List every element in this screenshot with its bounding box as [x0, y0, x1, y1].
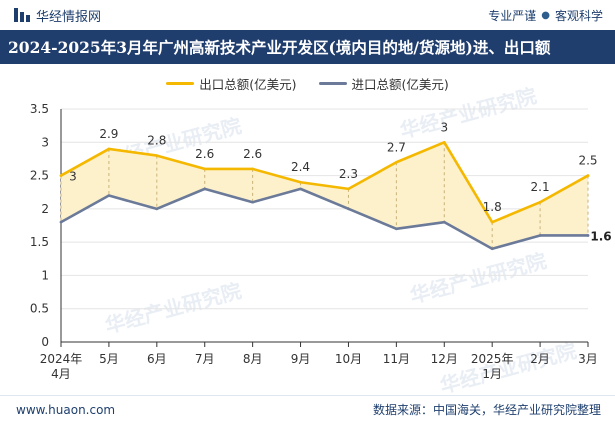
x-tick-label: 12月	[431, 352, 458, 366]
slogan: 专业严谨 ● 客观科学	[488, 7, 603, 24]
import-data-label: 1.6	[590, 229, 611, 243]
y-tick-label: 2.5	[30, 169, 49, 183]
y-tick-label: 1	[41, 268, 49, 282]
brand: 华经情报网	[14, 6, 101, 25]
export-data-label: 2.8	[147, 134, 166, 148]
export-data-label: 1.8	[483, 200, 502, 214]
slogan-dot-icon: ●	[541, 9, 550, 21]
export-point	[395, 160, 398, 164]
y-tick-label: 3.5	[30, 102, 49, 116]
legend-item-import: 进口总额(亿美元)	[318, 74, 449, 93]
y-tick-label: 2	[41, 202, 49, 216]
export-point	[538, 200, 542, 204]
export-point	[442, 140, 446, 144]
import-point	[299, 187, 302, 191]
x-tick-label: 3月	[578, 352, 598, 366]
top-bar: 华经情报网 专业严谨 ● 客观科学	[0, 0, 615, 30]
legend-item-export: 出口总额(亿美元)	[166, 74, 297, 93]
export-point	[347, 187, 350, 191]
export-data-label: 2.4	[291, 160, 310, 174]
slogan-right: 客观科学	[554, 8, 603, 23]
import-point	[155, 207, 159, 211]
export-point	[586, 174, 590, 177]
import-point	[251, 200, 254, 204]
import-point	[490, 247, 494, 251]
y-tick-label: 3	[41, 135, 49, 149]
footer: www.huaon.com 数据来源：中国海关，华经产业研究院整理	[0, 395, 615, 423]
slogan-left: 专业严谨	[488, 8, 537, 23]
legend-swatch-import	[318, 81, 347, 85]
export-data-label: 2.7	[387, 140, 406, 154]
footer-source: 数据来源：中国海关，华经产业研究院整理	[372, 403, 601, 417]
x-tick-label: 1月	[482, 367, 502, 381]
import-point	[395, 227, 398, 231]
import-point	[59, 220, 63, 224]
export-point	[155, 154, 159, 157]
export-point	[251, 167, 254, 171]
export-data-label: 2.6	[195, 147, 214, 161]
y-tick-label: 0.5	[30, 302, 49, 316]
import-point	[538, 234, 542, 237]
watermark-text: 华经产业研究院	[407, 249, 548, 308]
export-data-label: 3	[69, 170, 77, 184]
export-data-label: 2.9	[99, 127, 118, 141]
export-point	[107, 147, 111, 151]
brand-name: 华经情报网	[36, 9, 102, 25]
footer-website: www.huaon.com	[16, 402, 116, 417]
export-point	[203, 167, 207, 171]
export-point	[299, 180, 302, 184]
import-point	[586, 234, 590, 237]
x-tick-label: 9月	[291, 352, 311, 366]
x-tick-label: 2024年	[40, 352, 83, 366]
export-point	[490, 220, 494, 224]
export-data-label: 2.1	[531, 180, 550, 194]
x-tick-label: 2月	[530, 352, 550, 366]
import-point	[442, 220, 446, 224]
brand-logo-icon	[14, 8, 30, 22]
legend-swatch-export	[166, 81, 195, 85]
x-tick-label: 11月	[383, 352, 410, 366]
x-tick-label: 5月	[99, 352, 119, 366]
x-tick-label: 7月	[195, 352, 215, 366]
export-series-line	[59, 140, 590, 224]
import-point	[347, 207, 350, 211]
legend-label-export: 出口总额(亿美元)	[199, 76, 297, 92]
legend-label-import: 进口总额(亿美元)	[351, 76, 449, 92]
export-data-label: 2.6	[243, 147, 262, 161]
watermark-text: 华经产业研究院	[397, 84, 538, 143]
watermark-text: 华经产业研究院	[437, 339, 578, 395]
import-series-line	[59, 187, 590, 251]
x-tick-label: 2025年	[471, 352, 514, 366]
fill-between-area	[61, 142, 588, 249]
import-point	[107, 194, 111, 197]
import-point	[203, 187, 207, 191]
export-data-label: 2.3	[339, 167, 358, 181]
export-point	[59, 174, 63, 177]
y-tick-label: 0	[41, 335, 49, 349]
x-tick-label: 6月	[147, 352, 167, 366]
x-tick-label: 8月	[243, 352, 263, 366]
export-data-label: 2.5	[578, 154, 597, 168]
chart-legend: 出口总额(亿美元) 进口总额(亿美元)	[0, 74, 615, 92]
chart-title: 2024-2025年3月年广州高新技术产业开发区(境内目的地/货源地)进、出口额	[0, 30, 615, 64]
x-tick-label: 10月	[335, 352, 362, 366]
y-tick-label: 1.5	[30, 235, 49, 249]
export-data-label: 3	[440, 120, 448, 134]
line-chart: 华经产业研究院华经产业研究院华经产业研究院华经产业研究院华经产业研究院00.51…	[30, 84, 612, 395]
x-tick-label: 4月	[51, 367, 71, 381]
